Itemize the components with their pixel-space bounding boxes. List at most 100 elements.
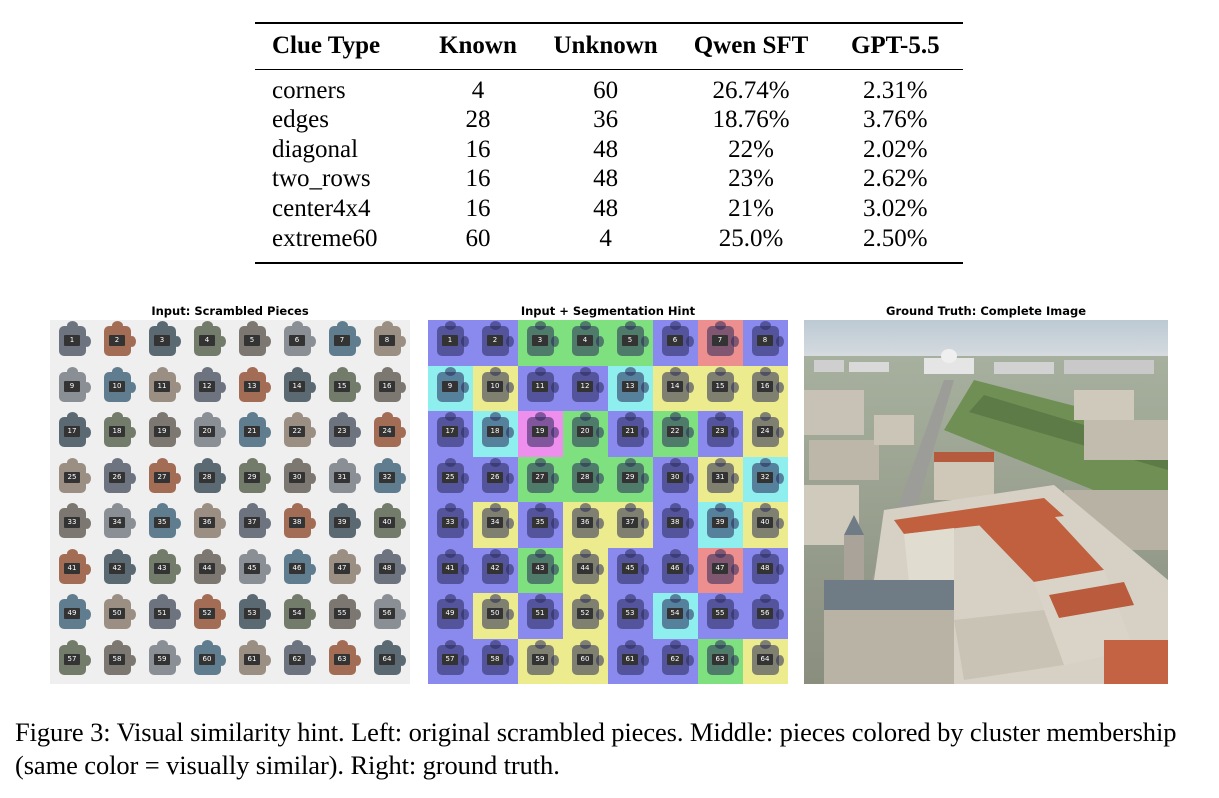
piece-number-label: 17 [442, 426, 458, 437]
puzzle-piece-cell: 10 [95, 366, 140, 412]
puzzle-piece-cell: 60 [185, 639, 230, 685]
piece-number-label: 34 [109, 517, 125, 528]
figure-caption: Figure 3: Visual similarity hint. Left: … [15, 717, 1177, 780]
cell-clue-type: center4x4 [272, 194, 371, 222]
cell-unknown: 48 [593, 165, 619, 193]
piece-number-label: 33 [64, 517, 80, 528]
piece-number-label: 23 [334, 426, 350, 437]
piece-number-label: 12 [199, 380, 215, 392]
puzzle-piece-cell: 58 [473, 638, 518, 684]
puzzle-piece-cell: 50 [473, 593, 518, 639]
puzzle-piece-cell: 7 [698, 320, 743, 366]
puzzle-piece-cell: 42 [473, 547, 518, 593]
header-known: Known [439, 32, 517, 59]
puzzle-piece-cell: 45 [230, 548, 275, 594]
puzzle-piece-cell: 7 [320, 320, 365, 366]
piece-number-label: 30 [289, 471, 305, 483]
puzzle-piece-cell: 2 [95, 320, 140, 366]
puzzle-piece-cell: 37 [230, 502, 275, 548]
piece-number-label: 55 [334, 608, 350, 619]
puzzle-piece-cell: 46 [275, 548, 320, 594]
piece-number-label: 63 [334, 653, 350, 665]
piece-number-label: 24 [757, 426, 773, 437]
puzzle-piece-cell: 31 [698, 456, 743, 502]
puzzle-piece-cell: 8 [365, 320, 410, 366]
piece-number-label: 39 [712, 517, 728, 528]
puzzle-piece [527, 412, 559, 447]
piece-number-label: 40 [379, 517, 395, 528]
piece-number-label: 46 [289, 562, 305, 574]
puzzle-piece-cell: 30 [653, 456, 698, 502]
puzzle-piece-cell: 20 [563, 411, 608, 457]
piece-number-label: 20 [577, 426, 593, 437]
piece-number-label: 56 [379, 608, 395, 619]
puzzle-piece-cell: 55 [320, 593, 365, 639]
puzzle-piece-cell: 42 [95, 548, 140, 594]
puzzle-piece-cell: 6 [275, 320, 320, 366]
piece-number-label: 41 [442, 562, 458, 574]
puzzle-piece-cell: 36 [563, 502, 608, 548]
cell-gpt: 2.62% [863, 165, 928, 193]
puzzle-piece-cell: 39 [698, 502, 743, 548]
puzzle-piece-cell: 64 [743, 638, 788, 684]
puzzle-piece-cell: 17 [428, 411, 473, 457]
puzzle-piece-cell: 39 [320, 502, 365, 548]
piece-number-label: 1 [64, 335, 80, 346]
puzzle-piece [149, 366, 181, 402]
piece-number-label: 54 [289, 608, 305, 619]
puzzle-piece-cell: 13 [230, 366, 275, 412]
piece-number-label: 59 [532, 653, 548, 665]
piece-number-label: 23 [712, 426, 728, 437]
piece-number-label: 37 [622, 517, 638, 528]
piece-number-label: 53 [244, 608, 260, 619]
piece-number-label: 28 [577, 471, 593, 483]
puzzle-piece-cell: 46 [653, 547, 698, 593]
table-row: two_rows 16 48 23% 2.62% [255, 164, 963, 194]
header-clue-type: Clue Type [272, 32, 381, 59]
table-row: center4x4 16 48 21% 3.02% [255, 194, 963, 224]
piece-number-label: 60 [577, 653, 593, 665]
panel-title-hint: Input + Segmentation Hint [520, 304, 696, 318]
puzzle-piece-cell: 22 [653, 411, 698, 457]
puzzle-piece-cell: 25 [428, 456, 473, 502]
puzzle-piece-cell: 52 [185, 593, 230, 639]
header-qwen-sft: Qwen SFT [693, 32, 809, 59]
puzzle-piece-cell: 26 [95, 457, 140, 503]
piece-number-label: 35 [154, 517, 170, 528]
puzzle-piece-cell: 64 [365, 639, 410, 685]
piece-number-label: 52 [199, 608, 215, 619]
puzzle-piece-cell: 10 [473, 365, 518, 411]
piece-number-label: 5 [244, 335, 260, 346]
cell-clue-type: diagonal [272, 135, 359, 163]
puzzle-piece-cell: 38 [275, 502, 320, 548]
puzzle-piece-cell: 35 [518, 502, 563, 548]
puzzle-piece-cell: 34 [473, 502, 518, 548]
puzzle-piece-cell: 48 [743, 547, 788, 593]
piece-number-label: 62 [667, 653, 683, 665]
puzzle-piece-cell: 3 [518, 320, 563, 366]
cell-known: 4 [471, 76, 485, 104]
piece-number-label: 30 [667, 471, 683, 483]
cell-clue-type: edges [272, 106, 329, 134]
piece-number-label: 16 [757, 380, 773, 392]
scrambled-piece-grid: 1 2 3 4 5 6 7 8 9 10 11 12 13 14 15 16 17 18 19 20 21 22 23 24 2… [50, 320, 410, 684]
puzzle-piece-cell: 14 [275, 366, 320, 412]
piece-number-label: 32 [757, 471, 773, 483]
piece-number-label: 39 [334, 517, 350, 528]
puzzle-piece-cell: 60 [563, 638, 608, 684]
piece-number-label: 57 [64, 653, 80, 665]
piece-number-label: 64 [757, 653, 773, 665]
piece-number-label: 22 [289, 426, 305, 437]
cell-qwen-sft: 21% [728, 194, 774, 222]
piece-number-label: 11 [532, 380, 548, 392]
puzzle-piece-cell: 26 [473, 456, 518, 502]
puzzle-piece-cell: 27 [518, 456, 563, 502]
cell-clue-type: extreme60 [272, 224, 378, 252]
puzzle-piece [59, 321, 91, 356]
puzzle-piece-cell: 21 [230, 411, 275, 457]
puzzle-piece-cell: 37 [608, 502, 653, 548]
puzzle-piece-cell: 41 [50, 548, 95, 594]
puzzle-piece-cell: 19 [518, 411, 563, 457]
puzzle-piece-cell: 21 [608, 411, 653, 457]
puzzle-piece-cell: 33 [428, 502, 473, 548]
